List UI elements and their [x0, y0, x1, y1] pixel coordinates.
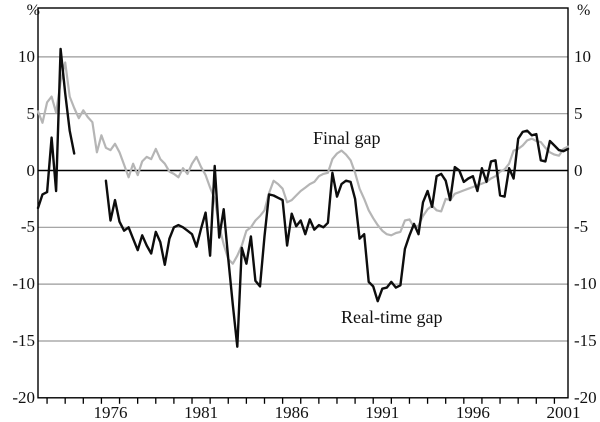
- y-tick-label-left: -5: [20, 217, 35, 237]
- y-tick-label-right: 0: [574, 160, 583, 180]
- x-tick-label: 1986: [274, 403, 309, 422]
- x-tick-label: 1976: [93, 403, 128, 422]
- y-tick-label-left: -20: [12, 387, 35, 407]
- y-tick-label-right: 5: [574, 103, 583, 123]
- y-tick-label-left: -15: [12, 330, 35, 350]
- y-axis-unit-left: %: [26, 2, 40, 19]
- final-gap-line-label: Final gap: [313, 128, 381, 148]
- y-tick-label-right: -15: [574, 330, 597, 350]
- x-tick-label: 1991: [365, 403, 400, 422]
- y-tick-label-left: 5: [26, 103, 36, 123]
- x-tick-label: 1996: [455, 403, 490, 422]
- y-tick-label-left: 0: [26, 160, 36, 180]
- y-axis-unit-right: %: [577, 2, 591, 19]
- y-tick-label-right: -5: [574, 217, 589, 237]
- y-tick-label-right: -20: [574, 387, 597, 407]
- y-tick-label-left: -10: [12, 274, 35, 294]
- x-tick-label: 1981: [184, 403, 219, 422]
- y-tick-label-left: 10: [18, 46, 35, 66]
- y-tick-label-right: 10: [574, 46, 591, 66]
- real-time-gap-line-label: Real-time gap: [341, 307, 443, 327]
- y-tick-label-right: -10: [574, 274, 597, 294]
- x-tick-label: 2001: [546, 403, 581, 422]
